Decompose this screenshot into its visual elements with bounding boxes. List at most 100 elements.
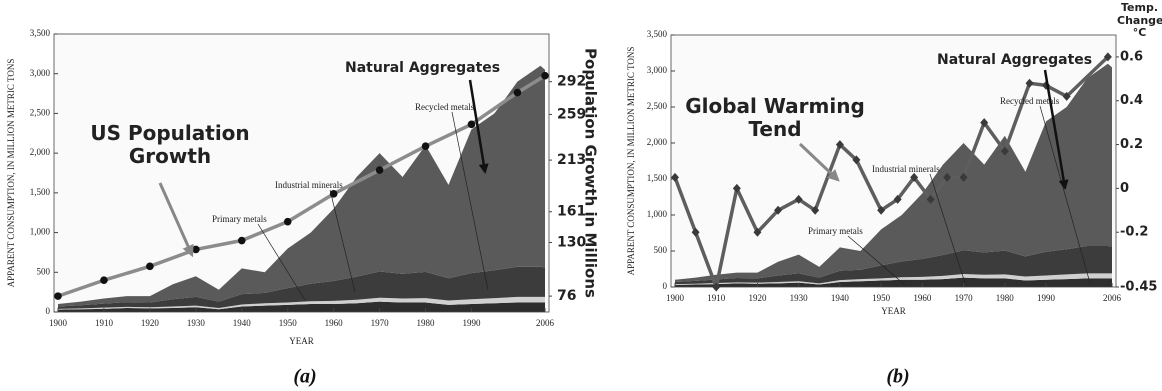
x-tick-label: 1990 (1037, 293, 1056, 303)
y-axis-title: APPARENT CONSUMPTION, IN MILLION METRIC … (6, 59, 16, 288)
point-marker (943, 172, 952, 182)
leader-line (929, 173, 966, 284)
point-marker (811, 205, 820, 215)
area-layer (675, 245, 1112, 285)
leader-line (847, 235, 906, 286)
point-marker (753, 227, 762, 237)
x-tick-label: 1970 (371, 318, 390, 328)
leader-line (451, 111, 489, 291)
point-marker (852, 155, 861, 165)
x-tick-label: 1910 (707, 293, 726, 303)
point-marker (1025, 78, 1034, 88)
area-layer (58, 266, 545, 309)
point-marker (877, 205, 886, 215)
trend-line (673, 55, 1110, 289)
annotation: Natural Aggregates (937, 52, 1092, 68)
y-tick-label: 1,000 (647, 209, 668, 219)
point-marker (959, 172, 968, 182)
point-marker (100, 276, 108, 285)
area-layer (675, 273, 1112, 285)
area-layer (675, 277, 1112, 287)
annotation: Global Warming Tend (685, 94, 865, 141)
point-marker (893, 194, 902, 204)
y-tick-label: 2,500 (30, 107, 51, 117)
annotation-arrow (468, 79, 489, 174)
point-marker (421, 142, 430, 150)
point-marker (926, 194, 935, 204)
point-marker (1103, 52, 1112, 62)
point-marker (541, 71, 549, 80)
annotation: US Population Growth (90, 121, 250, 168)
y2-tick-label: 0 (1120, 181, 1129, 196)
x-tick-label: 1920 (141, 318, 160, 328)
y2-axis-title: Population Growth in Millions (582, 48, 600, 298)
y2-tick-label: 259 (557, 106, 586, 122)
point-marker (774, 205, 783, 215)
x-tick-label: 1960 (913, 293, 932, 303)
y-tick-label: 3,000 (647, 65, 668, 75)
area-layer (58, 301, 545, 312)
point-marker (732, 183, 741, 193)
point-marker (513, 88, 522, 97)
x-tick-label: 1980 (417, 318, 436, 328)
point-marker (712, 282, 721, 292)
x-tick-label: 1990 (462, 318, 481, 328)
y2-tick-label: 0.6 (1120, 49, 1143, 64)
point-marker (980, 118, 989, 128)
y2-tick-label: 161 (557, 204, 586, 220)
trend-line (57, 74, 546, 298)
point-marker (54, 292, 62, 300)
x-tick-label: 1930 (790, 293, 809, 303)
point-marker (1062, 91, 1071, 101)
leader-line (1039, 105, 1091, 284)
y2-tick-label: -0.45 (1120, 280, 1157, 295)
x-tick-label: 2006 (536, 318, 555, 328)
annotation-arrow (1043, 69, 1069, 190)
x-tick-label: 1940 (233, 318, 252, 328)
point-marker (192, 245, 200, 254)
y2-axis-title: Temp. Change °C (1117, 1, 1162, 40)
y2-tick-label: 130 (557, 235, 586, 251)
point-marker (375, 166, 384, 174)
x-tick-label: 1940 (831, 293, 850, 303)
layer-label: Industrial minerals (275, 180, 343, 190)
x-tick-label: 1980 (996, 293, 1015, 303)
x-tick-label: 2006 (1103, 293, 1122, 303)
y-tick-label: 3,000 (30, 68, 51, 78)
point-marker (794, 194, 803, 204)
point-marker (835, 140, 844, 150)
y-tick-label: 3,500 (30, 28, 51, 38)
x-tick-label: 1970 (955, 293, 974, 303)
layer-label: Recycled metals (1000, 96, 1060, 106)
x-tick-label: 1900 (666, 293, 685, 303)
x-tick-label: 1900 (49, 318, 68, 328)
point-marker (146, 262, 154, 271)
caption: (b) (886, 366, 909, 388)
y-tick-label: 0 (663, 281, 668, 291)
y2-tick-label: 213 (557, 152, 586, 168)
y-tick-label: 2,000 (647, 137, 668, 147)
x-axis-title: YEAR (289, 336, 314, 346)
layer-label: Primary metals (212, 214, 267, 224)
layer-label: Primary metals (808, 226, 863, 236)
y-tick-label: 2,000 (30, 147, 51, 157)
y-tick-label: 2,500 (647, 101, 668, 111)
y-tick-label: 500 (654, 245, 668, 255)
annotation-arrow (158, 182, 194, 258)
annotation-arrow (798, 142, 840, 182)
x-tick-label: 1960 (325, 318, 344, 328)
layer-label: Industrial minerals (872, 164, 940, 174)
leader-line (257, 223, 306, 301)
plot-frame (670, 34, 1117, 288)
x-tick-label: 1910 (95, 318, 114, 328)
y2-tick-label: 76 (557, 288, 576, 304)
y2-tick-label: 0.4 (1120, 93, 1143, 108)
point-marker (1000, 146, 1009, 156)
point-marker (237, 236, 246, 245)
x-tick-label: 1920 (748, 293, 767, 303)
plot-frame (53, 33, 550, 313)
x-axis-title: YEAR (881, 306, 906, 316)
point-marker (671, 172, 679, 182)
